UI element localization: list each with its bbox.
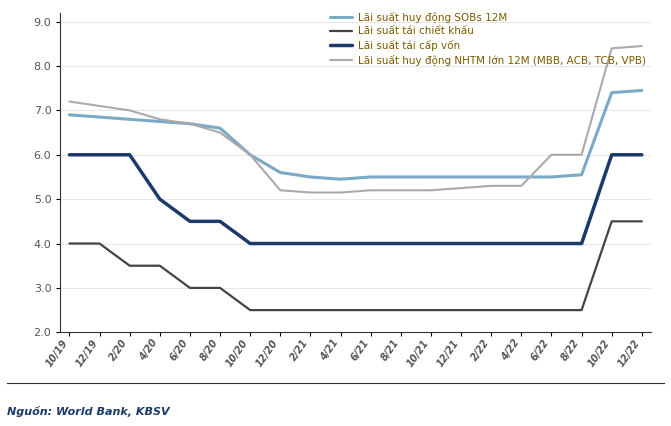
Lãi suất tái chiết khấu — [517, 308, 525, 313]
Lãi suất huy động NHTM lớn 12M (MBB, ACB, TCB, VPB) — [548, 152, 556, 157]
Lãi suất huy động SOBs 12M — [307, 174, 315, 179]
Lãi suất huy động SOBs 12M — [65, 112, 73, 118]
Lãi suất tái chiết khấu — [638, 219, 646, 224]
Lãi suất huy động SOBs 12M — [366, 174, 374, 179]
Lãi suất huy động SOBs 12M — [276, 170, 285, 175]
Lãi suất tái chiết khấu — [608, 219, 616, 224]
Lãi suất huy động NHTM lớn 12M (MBB, ACB, TCB, VPB) — [517, 183, 525, 188]
Lãi suất tái cấp vốn — [246, 241, 254, 246]
Lãi suất huy động SOBs 12M — [216, 126, 224, 131]
Lãi suất tái cấp vốn — [95, 152, 103, 157]
Lãi suất tái cấp vốn — [487, 241, 495, 246]
Lãi suất huy động NHTM lớn 12M (MBB, ACB, TCB, VPB) — [276, 188, 285, 193]
Lãi suất huy động NHTM lớn 12M (MBB, ACB, TCB, VPB) — [397, 188, 405, 193]
Line: Lãi suất tái cấp vốn: Lãi suất tái cấp vốn — [69, 155, 642, 244]
Lãi suất tái chiết khấu — [578, 308, 586, 313]
Lãi suất tái cấp vốn — [337, 241, 345, 246]
Lãi suất tái cấp vốn — [578, 241, 586, 246]
Lãi suất huy động SOBs 12M — [337, 177, 345, 182]
Lãi suất tái chiết khấu — [307, 308, 315, 313]
Lãi suất tái chiết khấu — [125, 263, 134, 268]
Lãi suất huy động NHTM lớn 12M (MBB, ACB, TCB, VPB) — [125, 108, 134, 113]
Lãi suất huy động SOBs 12M — [548, 174, 556, 179]
Lãi suất huy động SOBs 12M — [487, 174, 495, 179]
Text: Nguồn: World Bank, KBSV: Nguồn: World Bank, KBSV — [7, 406, 169, 417]
Lãi suất tái cấp vốn — [548, 241, 556, 246]
Lãi suất huy động SOBs 12M — [427, 174, 435, 179]
Lãi suất tái chiết khấu — [186, 285, 194, 291]
Lãi suất huy động NHTM lớn 12M (MBB, ACB, TCB, VPB) — [578, 152, 586, 157]
Lãi suất huy động SOBs 12M — [638, 88, 646, 93]
Lãi suất huy động NHTM lớn 12M (MBB, ACB, TCB, VPB) — [608, 46, 616, 51]
Lãi suất huy động SOBs 12M — [186, 121, 194, 126]
Lãi suất tái cấp vốn — [65, 152, 73, 157]
Lãi suất tái chiết khấu — [487, 308, 495, 313]
Lãi suất huy động NHTM lớn 12M (MBB, ACB, TCB, VPB) — [366, 188, 374, 193]
Lãi suất tái chiết khấu — [276, 308, 285, 313]
Lãi suất huy động SOBs 12M — [457, 174, 465, 179]
Lãi suất huy động NHTM lớn 12M (MBB, ACB, TCB, VPB) — [307, 190, 315, 195]
Lãi suất tái chiết khấu — [548, 308, 556, 313]
Lãi suất tái cấp vốn — [276, 241, 285, 246]
Lãi suất tái chiết khấu — [366, 308, 374, 313]
Lãi suất tái chiết khấu — [427, 308, 435, 313]
Lãi suất tái cấp vốn — [517, 241, 525, 246]
Lãi suất tái chiết khấu — [397, 308, 405, 313]
Lãi suất tái chiết khấu — [337, 308, 345, 313]
Lãi suất huy động NHTM lớn 12M (MBB, ACB, TCB, VPB) — [156, 117, 164, 122]
Lãi suất tái cấp vốn — [216, 219, 224, 224]
Lãi suất huy động SOBs 12M — [517, 174, 525, 179]
Lãi suất huy động NHTM lớn 12M (MBB, ACB, TCB, VPB) — [638, 43, 646, 49]
Legend: Lãi suất huy động SOBs 12M, Lãi suất tái chiết khấu, Lãi suất tái cấp vốn, Lãi s: Lãi suất huy động SOBs 12M, Lãi suất tái… — [329, 12, 646, 66]
Lãi suất tái chiết khấu — [246, 308, 254, 313]
Lãi suất huy động NHTM lớn 12M (MBB, ACB, TCB, VPB) — [186, 121, 194, 126]
Lãi suất tái cấp vốn — [125, 152, 134, 157]
Lãi suất huy động SOBs 12M — [246, 152, 254, 157]
Lãi suất huy động SOBs 12M — [156, 119, 164, 124]
Lãi suất tái cấp vốn — [397, 241, 405, 246]
Lãi suất huy động NHTM lớn 12M (MBB, ACB, TCB, VPB) — [65, 99, 73, 104]
Lãi suất huy động NHTM lớn 12M (MBB, ACB, TCB, VPB) — [337, 190, 345, 195]
Lãi suất huy động SOBs 12M — [608, 90, 616, 95]
Lãi suất huy động NHTM lớn 12M (MBB, ACB, TCB, VPB) — [457, 185, 465, 190]
Lãi suất tái chiết khấu — [65, 241, 73, 246]
Lãi suất tái cấp vốn — [608, 152, 616, 157]
Lãi suất tái cấp vốn — [427, 241, 435, 246]
Lãi suất tái chiết khấu — [95, 241, 103, 246]
Lãi suất huy động NHTM lớn 12M (MBB, ACB, TCB, VPB) — [216, 130, 224, 135]
Lãi suất huy động SOBs 12M — [125, 117, 134, 122]
Lãi suất tái cấp vốn — [156, 197, 164, 202]
Lãi suất huy động NHTM lớn 12M (MBB, ACB, TCB, VPB) — [246, 152, 254, 157]
Lãi suất huy động NHTM lớn 12M (MBB, ACB, TCB, VPB) — [487, 183, 495, 188]
Line: Lãi suất huy động NHTM lớn 12M (MBB, ACB, TCB, VPB): Lãi suất huy động NHTM lớn 12M (MBB, ACB… — [69, 46, 642, 193]
Lãi suất tái chiết khấu — [156, 263, 164, 268]
Lãi suất tái cấp vốn — [186, 219, 194, 224]
Line: Lãi suất tái chiết khấu: Lãi suất tái chiết khấu — [69, 222, 642, 310]
Lãi suất huy động NHTM lớn 12M (MBB, ACB, TCB, VPB) — [95, 104, 103, 109]
Lãi suất huy động SOBs 12M — [397, 174, 405, 179]
Lãi suất tái chiết khấu — [216, 285, 224, 291]
Lãi suất huy động SOBs 12M — [95, 115, 103, 120]
Lãi suất huy động NHTM lớn 12M (MBB, ACB, TCB, VPB) — [427, 188, 435, 193]
Lãi suất tái cấp vốn — [638, 152, 646, 157]
Lãi suất tái cấp vốn — [307, 241, 315, 246]
Lãi suất tái cấp vốn — [457, 241, 465, 246]
Lãi suất tái cấp vốn — [366, 241, 374, 246]
Line: Lãi suất huy động SOBs 12M: Lãi suất huy động SOBs 12M — [69, 90, 642, 179]
Lãi suất tái chiết khấu — [457, 308, 465, 313]
Lãi suất huy động SOBs 12M — [578, 172, 586, 177]
